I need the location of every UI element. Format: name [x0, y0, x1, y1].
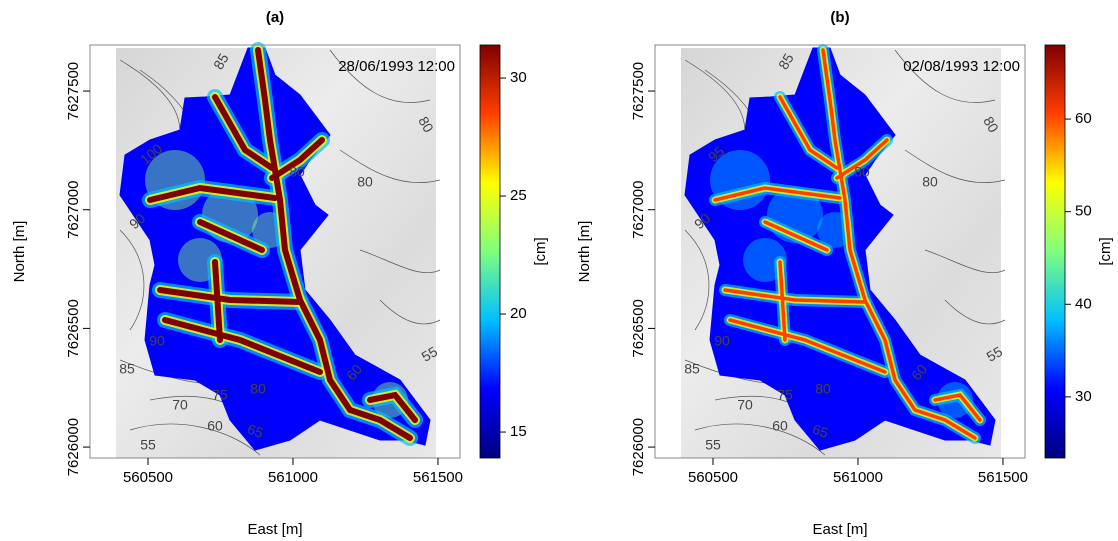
- contour-label: 85: [119, 361, 135, 377]
- x-tick-label: 561500: [978, 469, 1028, 486]
- panel-title: (b): [830, 9, 849, 26]
- y-tick-label: 7627000: [65, 181, 82, 239]
- contour-label: 70: [737, 397, 753, 413]
- colorbar-tick-label: 30: [510, 69, 527, 86]
- x-axis-label: East [m]: [247, 521, 302, 538]
- contour-label: 80: [357, 174, 373, 190]
- x-tick-label: 560500: [688, 469, 738, 486]
- contour-label: 55: [140, 437, 156, 453]
- contour-label: 80: [289, 164, 305, 180]
- contour-label: 55: [705, 437, 721, 453]
- colorbar-tick-label: 20: [510, 305, 527, 322]
- x-tick-label: 561000: [833, 469, 883, 486]
- colorbar: [480, 45, 500, 458]
- y-axis-label: North [m]: [576, 221, 593, 283]
- y-tick-label: 7626000: [630, 418, 647, 476]
- colorbar-label: [cm]: [1097, 237, 1114, 265]
- figure: 858080801009090858075706065556055(a)28/0…: [0, 0, 1118, 541]
- y-axis-label: North [m]: [11, 221, 28, 283]
- colorbar-tick-label: 40: [1075, 295, 1092, 312]
- y-tick-label: 7627500: [65, 62, 82, 120]
- contour-label: 80: [922, 174, 938, 190]
- x-tick-label: 561000: [268, 469, 318, 486]
- x-axis-label: East [m]: [812, 521, 867, 538]
- contour-label: 60: [772, 418, 788, 434]
- contour-label: 90: [149, 333, 165, 349]
- y-tick-label: 7626500: [630, 299, 647, 357]
- contour-label: 80: [854, 164, 870, 180]
- colorbar-tick-label: 50: [1075, 203, 1092, 220]
- contour-label: 80: [815, 381, 831, 397]
- contour-label: 85: [684, 361, 700, 377]
- date-annotation: 28/06/1993 12:00: [338, 58, 455, 75]
- colorbar: [1045, 45, 1065, 458]
- x-tick-label: 560500: [123, 469, 173, 486]
- panel-title: (a): [266, 9, 284, 26]
- contour-label: 75: [777, 387, 793, 403]
- date-annotation: 02/08/1993 12:00: [903, 58, 1020, 75]
- y-tick-label: 7626000: [65, 418, 82, 476]
- contour-label: 75: [212, 387, 228, 403]
- contour-label: 70: [172, 397, 188, 413]
- colorbar-tick-label: 30: [1075, 388, 1092, 405]
- colorbar-tick-label: 60: [1075, 110, 1092, 127]
- contour-label: 80: [250, 381, 266, 397]
- colorbar-tick-label: 25: [510, 187, 527, 204]
- y-tick-label: 7626500: [65, 299, 82, 357]
- colorbar-label: [cm]: [532, 237, 549, 265]
- colorbar-tick-label: 15: [510, 423, 527, 440]
- contour-label: 60: [207, 418, 223, 434]
- contour-label: 90: [714, 333, 730, 349]
- x-tick-label: 561500: [413, 469, 463, 486]
- y-tick-label: 7627000: [630, 181, 647, 239]
- y-tick-label: 7627500: [630, 62, 647, 120]
